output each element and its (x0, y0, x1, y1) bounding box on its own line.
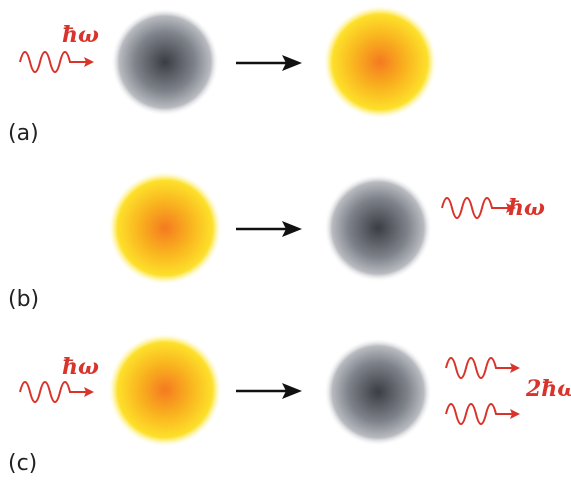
photon-wave (20, 382, 94, 402)
ground-atom (324, 338, 432, 446)
photon-label: 2ħω (525, 376, 571, 402)
photon-label: ħω (508, 195, 545, 221)
excited-atom (109, 334, 221, 446)
excited-atom (109, 172, 221, 284)
panel-a: ħω (a) (8, 6, 436, 146)
panel-label: (c) (8, 451, 37, 476)
transition-arrow (236, 55, 302, 71)
ground-atom (324, 174, 432, 282)
panel-c: ħω 2ħω (c) (8, 334, 571, 476)
photon-wave (446, 404, 520, 424)
diagram: ħω (a) ħω (b) ħω 2ħω (c) (0, 0, 571, 481)
excited-atom (324, 6, 436, 118)
photon-label: ħω (62, 22, 99, 48)
photon-wave (446, 358, 520, 378)
photon-wave (20, 52, 94, 72)
panel-label: (a) (8, 121, 39, 146)
ground-atom (111, 8, 219, 116)
transition-arrow (236, 383, 302, 399)
panel-label: (b) (8, 287, 39, 312)
transition-arrow (236, 221, 302, 237)
panel-b: ħω (b) (8, 172, 545, 312)
photon-label: ħω (62, 354, 99, 380)
photon-wave (442, 198, 516, 218)
